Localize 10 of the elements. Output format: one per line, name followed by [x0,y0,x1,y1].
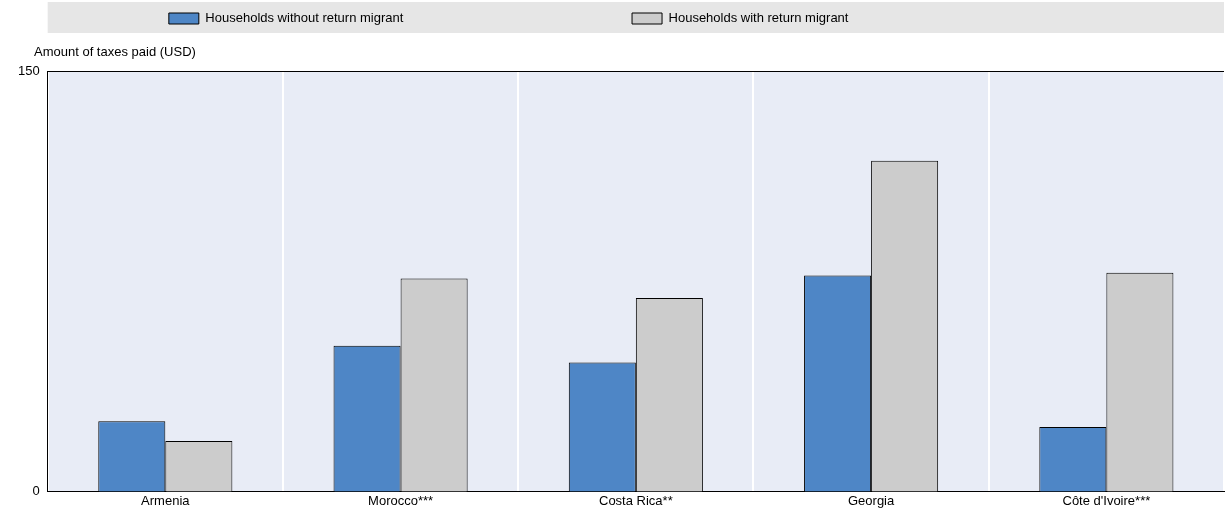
x-tick-label: Costa Rica** [598,492,673,508]
x-tick-label: Morocco*** [368,492,434,508]
legend-label: Households with return migrant [668,10,1066,26]
y-axis-title: Amount of taxes paid (USD) [34,44,196,60]
x-tick-label: Georgia [847,492,895,508]
x-tick-label: Armenia [141,492,191,508]
y-tick-label: 150 [17,62,40,78]
y-tick-label: 0 [32,482,40,498]
x-tick-label: Côte d'Ivoire*** [1062,492,1151,508]
legend-label: Households without return migrant [205,10,621,26]
